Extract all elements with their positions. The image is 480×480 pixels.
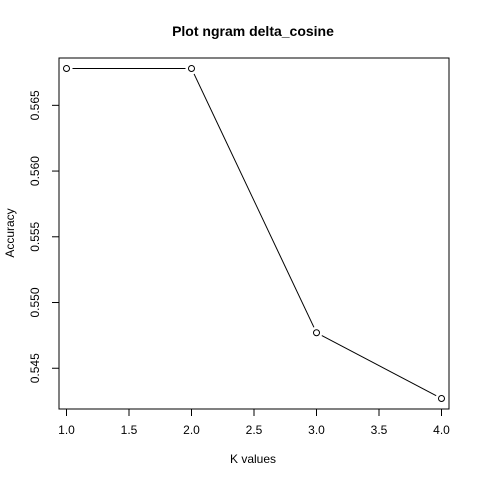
x-axis: 1.0 1.5 2.0 2.5 3.0 3.5 4.0 — [58, 408, 450, 437]
data-point — [313, 329, 320, 337]
y-axis-label: Accuracy — [3, 208, 17, 257]
series-accuracy — [63, 65, 445, 402]
series-line-segment — [193, 73, 315, 328]
y-tick-label: 0.555 — [28, 221, 42, 251]
series-line-segment — [321, 335, 437, 397]
data-point — [438, 394, 445, 402]
data-point — [63, 65, 70, 73]
chart-title: Plot ngram delta_cosine — [172, 23, 334, 39]
x-tick-label: 2.5 — [246, 423, 263, 437]
y-tick-label: 0.565 — [28, 90, 42, 120]
y-tick-label: 0.545 — [28, 353, 42, 383]
x-tick-label: 3.5 — [371, 423, 388, 437]
y-tick-label: 0.550 — [28, 287, 42, 317]
x-tick-label: 1.5 — [121, 423, 138, 437]
y-tick-label: 0.560 — [28, 156, 42, 186]
x-tick-label: 3.0 — [308, 423, 325, 437]
x-tick-label: 1.0 — [58, 423, 75, 437]
y-axis: 0.545 0.550 0.555 0.560 0.565 — [28, 90, 60, 383]
data-point — [188, 65, 195, 73]
x-tick-label: 2.0 — [183, 423, 200, 437]
x-tick-label: 4.0 — [433, 423, 450, 437]
x-axis-label: K values — [230, 452, 276, 466]
plot-frame — [58, 57, 450, 410]
